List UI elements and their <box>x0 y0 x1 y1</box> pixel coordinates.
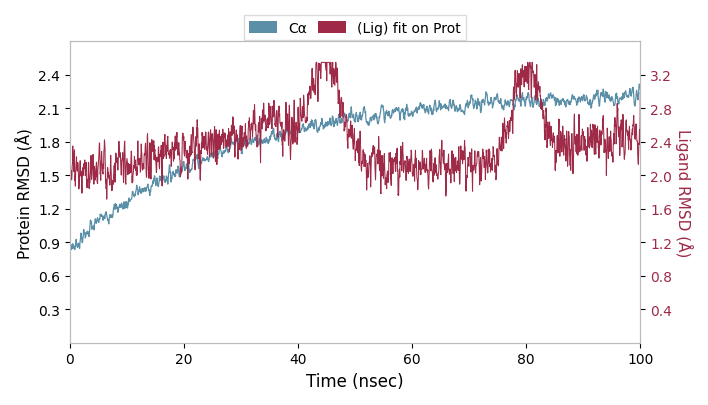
Cα <box>343 119 352 124</box>
Y-axis label: Ligand RMSD (Å): Ligand RMSD (Å) <box>675 128 693 257</box>
(Lig) fit on Prot <box>329 61 337 66</box>
(Lig) fit on Prot <box>343 147 352 151</box>
(Lig) fit on Prot <box>620 152 628 157</box>
(Lig) fit on Prot <box>103 197 111 202</box>
Y-axis label: Protein RMSD (Å): Protein RMSD (Å) <box>15 127 33 258</box>
(Lig) fit on Prot <box>515 79 524 84</box>
Line: (Lig) fit on Prot: (Lig) fit on Prot <box>70 63 640 200</box>
Cα <box>95 217 103 222</box>
(Lig) fit on Prot <box>620 158 629 162</box>
Cα <box>66 233 74 238</box>
(Lig) fit on Prot <box>312 61 321 66</box>
Cα <box>620 93 628 98</box>
(Lig) fit on Prot <box>636 91 644 96</box>
Cα <box>635 83 644 87</box>
Cα <box>620 92 628 96</box>
(Lig) fit on Prot <box>95 151 103 156</box>
Cα <box>636 88 644 93</box>
X-axis label: Time (nsec): Time (nsec) <box>307 372 404 390</box>
Cα <box>329 114 337 119</box>
Legend: Cα, (Lig) fit on Prot: Cα, (Lig) fit on Prot <box>244 16 467 41</box>
Cα <box>515 98 524 103</box>
(Lig) fit on Prot <box>66 171 74 176</box>
Line: Cα: Cα <box>70 85 640 250</box>
Cα <box>71 247 79 252</box>
